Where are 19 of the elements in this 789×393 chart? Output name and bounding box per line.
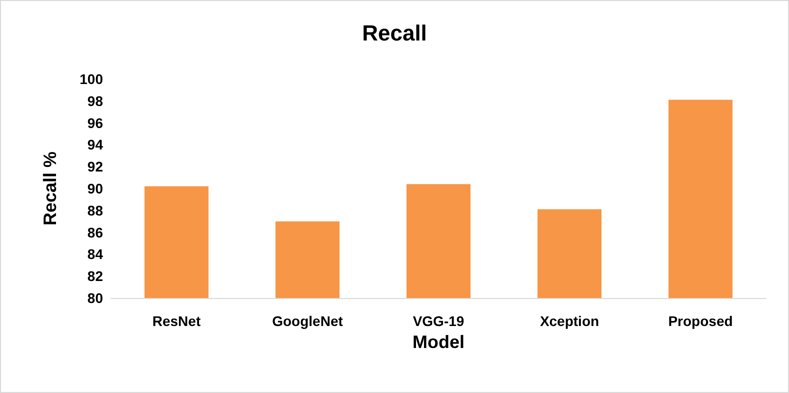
x-axis-title: Model (412, 332, 464, 352)
chart-title: Recall (362, 20, 427, 46)
y-tick-label: 96 (87, 114, 104, 131)
y-tick-label: 90 (87, 180, 104, 196)
y-tick-label: 100 (80, 71, 104, 87)
y-tick-label: 98 (87, 92, 104, 109)
y-tick-label: 92 (87, 158, 104, 175)
y-tick-label: 86 (87, 224, 104, 240)
y-tick-label: 94 (87, 136, 104, 153)
y-tick-label: 82 (87, 268, 104, 284)
x-tick-label: ResNet (152, 313, 201, 329)
y-tick-label: 80 (87, 290, 104, 306)
y-tick-label: 88 (87, 202, 104, 218)
x-tick-label: Xception (540, 313, 600, 329)
x-tick-label: VGG-19 (412, 313, 464, 329)
x-tick-label: GoogleNet (272, 313, 344, 329)
y-tick-label: 84 (87, 246, 104, 262)
x-tick-label: Proposed (668, 313, 733, 329)
y-axis-title: Recall % (40, 151, 60, 226)
